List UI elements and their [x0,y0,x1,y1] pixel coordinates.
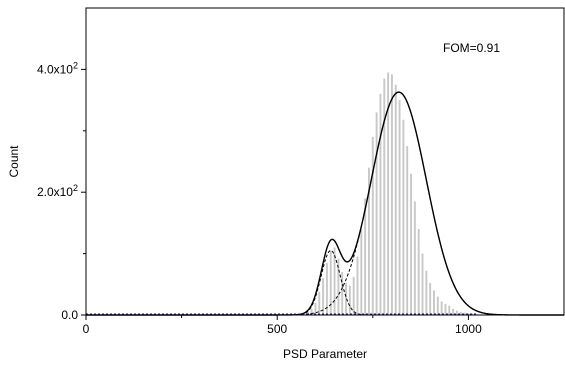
histogram-bar [452,308,455,315]
histogram-bar [463,312,466,315]
y-tick-label: 4.0x102 [37,60,78,76]
histogram-bar [306,311,309,315]
histogram-bar [379,93,382,316]
component-fit-curve [86,91,564,316]
histogram-bar [314,302,317,315]
histogram-bar [425,270,428,315]
histogram-bar [387,72,390,315]
component-fit-curve [86,250,564,316]
histogram-bar [390,74,393,315]
histogram-bar [337,258,340,315]
histogram-bar [360,229,363,315]
histogram-bar [318,291,321,315]
histogram-bar [348,285,351,315]
histogram-bar [322,278,325,315]
histogram-bar [356,256,359,315]
x-axis-title: PSD Parameter [283,347,367,361]
histogram-bar [433,290,435,315]
histogram-bar [429,283,432,315]
histogram-bar [440,301,443,315]
histogram-bar [471,313,474,315]
y-tick-label: 0.0 [61,308,78,322]
plot-frame [85,7,565,316]
x-axis-ticks: 0 500 1000 [83,315,482,336]
histogram-bar [402,119,405,315]
histogram-bar [375,112,378,315]
histogram-bar [368,167,370,315]
histogram-bar [421,253,424,315]
total-fit-curve [86,91,564,316]
histogram-bar [383,78,386,315]
histogram-bar [444,303,447,315]
histogram-bar [459,311,462,315]
histogram-bars [295,72,478,316]
histogram-bar [341,272,344,315]
x-tick-label: 0 [83,322,90,336]
histogram-bar [406,146,409,315]
x-tick-label: 500 [267,322,287,336]
histogram-bar [398,100,401,315]
histogram-bar [352,276,355,315]
histogram-bar [371,136,374,315]
histogram-bar [413,201,416,315]
fom-annotation: FOM=0.91 [443,41,500,55]
fit-curves [86,91,564,316]
histogram-bar [448,305,451,315]
histogram-bar [467,313,470,315]
histogram-bar [345,283,347,315]
histogram-bar [410,173,412,315]
histogram-bar [436,296,439,315]
y-axis-title: Count [7,145,21,178]
histogram-bar [455,310,458,315]
x-tick-label: 1000 [455,322,482,336]
histogram-bar [310,308,313,315]
histogram-bar [325,262,328,315]
histogram-bar [364,198,367,315]
histogram-bar [417,229,420,315]
histogram-bar [394,84,397,315]
y-axis-ticks: 0.0 2.0x102 4.0x102 [37,60,86,322]
histogram-bar [333,247,336,315]
histogram-bar [329,250,332,315]
y-tick-label: 2.0x102 [37,183,78,199]
